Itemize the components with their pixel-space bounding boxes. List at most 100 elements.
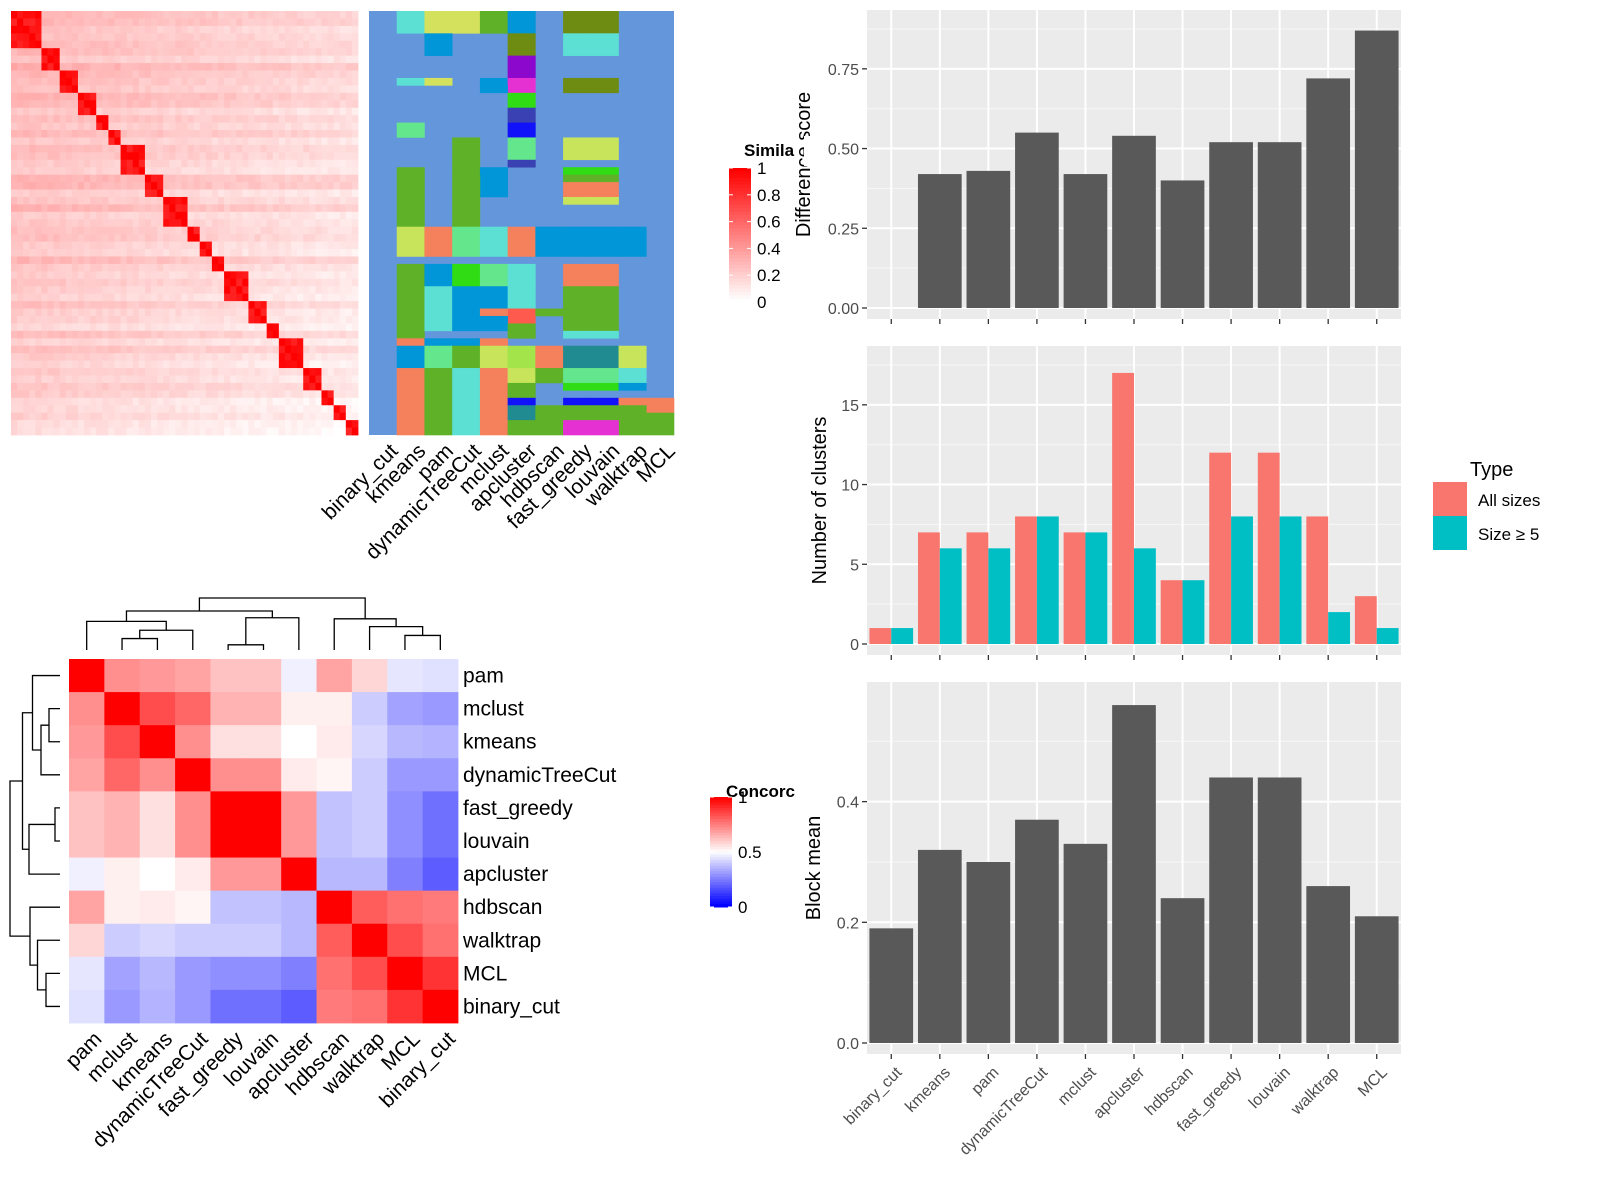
similarity-cell (120, 11, 128, 19)
similarity-cell (242, 70, 249, 79)
similarity-cell (175, 420, 182, 428)
assignment-segment (479, 286, 508, 309)
similarity-cell (114, 196, 121, 205)
assignment-segment (479, 345, 508, 369)
similarity-cell (108, 219, 115, 228)
similarity-cell (272, 293, 280, 302)
similarity-cell (157, 330, 164, 339)
similarity-cell (163, 256, 170, 265)
similarity-cell (35, 100, 42, 109)
similarity-cell (65, 182, 73, 190)
similarity-cell (266, 211, 274, 220)
similarity-cell (224, 25, 231, 34)
similarity-legend-swatch (729, 275, 751, 280)
similarity-cell (303, 11, 310, 19)
similarity-cell (175, 70, 182, 79)
similarity-cell (151, 122, 158, 131)
similarity-cell (77, 70, 85, 79)
similarity-cell (205, 353, 213, 362)
similarity-cell (120, 219, 128, 228)
similarity-cell (11, 137, 18, 146)
similarity-cell (248, 271, 255, 280)
similarity-cell (254, 330, 261, 339)
similarity-cell (181, 182, 188, 190)
similarity-legend-swatch (729, 288, 751, 293)
similarity-cell (29, 382, 36, 391)
similarity-cell (224, 256, 231, 265)
assignment-segment (507, 397, 536, 406)
similarity-cell (53, 130, 61, 138)
similarity-cell (163, 182, 170, 190)
similarity-cell (315, 353, 322, 362)
similarity-cell (114, 48, 121, 57)
similarity-cell (23, 286, 30, 295)
similarity-cell (120, 360, 128, 369)
similarity-cell (102, 420, 109, 428)
similarity-cell (327, 92, 335, 101)
similarity-cell (17, 100, 24, 109)
concordance-cell (69, 725, 105, 759)
similarity-cell (138, 63, 146, 71)
y-tick-label: 5 (850, 557, 859, 574)
similarity-cell (181, 122, 188, 131)
similarity-cell (59, 63, 67, 71)
similarity-cell (29, 144, 36, 153)
similarity-cell (297, 390, 304, 399)
assignment-segment (452, 345, 481, 369)
similarity-cell (284, 375, 292, 384)
similarity-cell (217, 249, 225, 257)
similarity-cell (53, 92, 61, 101)
similarity-cell (205, 286, 213, 295)
y-axis-title: Block mean (803, 816, 825, 921)
similarity-cell (193, 353, 201, 362)
similarity-cell (333, 92, 341, 101)
similarity-cell (284, 130, 292, 138)
similarity-cell (333, 278, 341, 287)
similarity-cell (303, 293, 310, 302)
similarity-cell (77, 25, 85, 34)
similarity-cell (126, 293, 134, 302)
similarity-cell (169, 196, 176, 205)
concordance-cell (422, 692, 459, 726)
similarity-cell (169, 144, 176, 153)
similarity-cell (84, 55, 91, 64)
similarity-cell (126, 397, 134, 406)
similarity-cell (47, 323, 55, 332)
similarity-cell (47, 360, 55, 369)
similarity-cell (41, 40, 48, 49)
similarity-cell (193, 375, 201, 384)
similarity-cell (151, 234, 158, 242)
similarity-cell (254, 63, 261, 71)
similarity-cell (321, 40, 328, 49)
similarity-cell (53, 18, 61, 27)
concordance-cell (281, 956, 317, 991)
similarity-cell (132, 33, 140, 42)
similarity-cell (230, 241, 237, 250)
similarity-cell (114, 226, 121, 235)
concordance-cell (316, 758, 353, 792)
similarity-cell (284, 115, 292, 123)
similarity-cell (114, 390, 121, 399)
similarity-cell (53, 11, 61, 19)
similarity-cell (90, 100, 97, 109)
similarity-cell (29, 182, 36, 190)
similarity-cell (193, 278, 201, 287)
concordance-cell (245, 857, 282, 892)
concordance-cell (281, 857, 317, 892)
concordance-cell (69, 791, 105, 825)
similarity-cell (224, 219, 231, 228)
similarity-cell (120, 85, 128, 94)
similarity-cell (151, 92, 158, 101)
dendrogram-branch (368, 625, 424, 650)
similarity-cell (65, 189, 73, 198)
similarity-cell (278, 77, 286, 86)
similarity-cell (163, 33, 170, 42)
similarity-cell (303, 330, 310, 339)
similarity-cell (120, 412, 128, 421)
similarity-cell (96, 375, 103, 384)
dendrogram-branch (125, 610, 273, 622)
similarity-cell (333, 405, 341, 414)
similarity-cell (284, 25, 292, 34)
similarity-cell (284, 427, 292, 436)
similarity-cell (138, 427, 146, 436)
